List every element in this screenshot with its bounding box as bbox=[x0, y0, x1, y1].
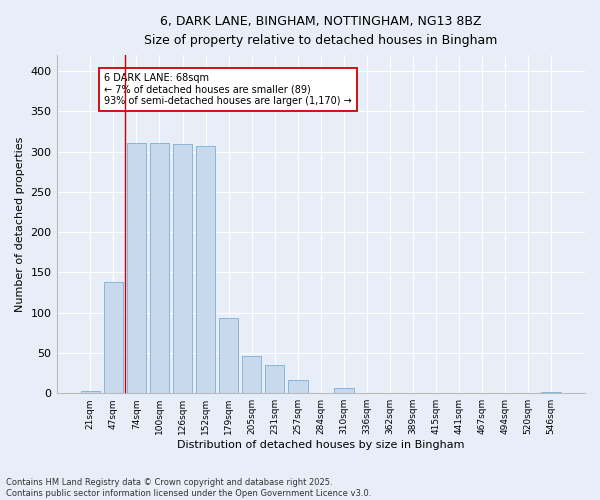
Bar bbox=[541, 392, 561, 393]
Bar bbox=[127, 143, 146, 393]
Bar bbox=[265, 365, 284, 393]
Bar bbox=[219, 318, 238, 393]
Bar bbox=[173, 144, 193, 393]
Bar bbox=[196, 146, 215, 393]
Bar bbox=[288, 380, 308, 393]
Y-axis label: Number of detached properties: Number of detached properties bbox=[15, 136, 25, 312]
X-axis label: Distribution of detached houses by size in Bingham: Distribution of detached houses by size … bbox=[177, 440, 464, 450]
Bar bbox=[149, 143, 169, 393]
Title: 6, DARK LANE, BINGHAM, NOTTINGHAM, NG13 8BZ
Size of property relative to detache: 6, DARK LANE, BINGHAM, NOTTINGHAM, NG13 … bbox=[144, 15, 497, 47]
Text: 6 DARK LANE: 68sqm
← 7% of detached houses are smaller (89)
93% of semi-detached: 6 DARK LANE: 68sqm ← 7% of detached hous… bbox=[104, 73, 352, 106]
Bar bbox=[242, 356, 262, 393]
Text: Contains HM Land Registry data © Crown copyright and database right 2025.
Contai: Contains HM Land Registry data © Crown c… bbox=[6, 478, 371, 498]
Bar bbox=[104, 282, 123, 393]
Bar bbox=[334, 388, 353, 393]
Bar bbox=[80, 391, 100, 393]
